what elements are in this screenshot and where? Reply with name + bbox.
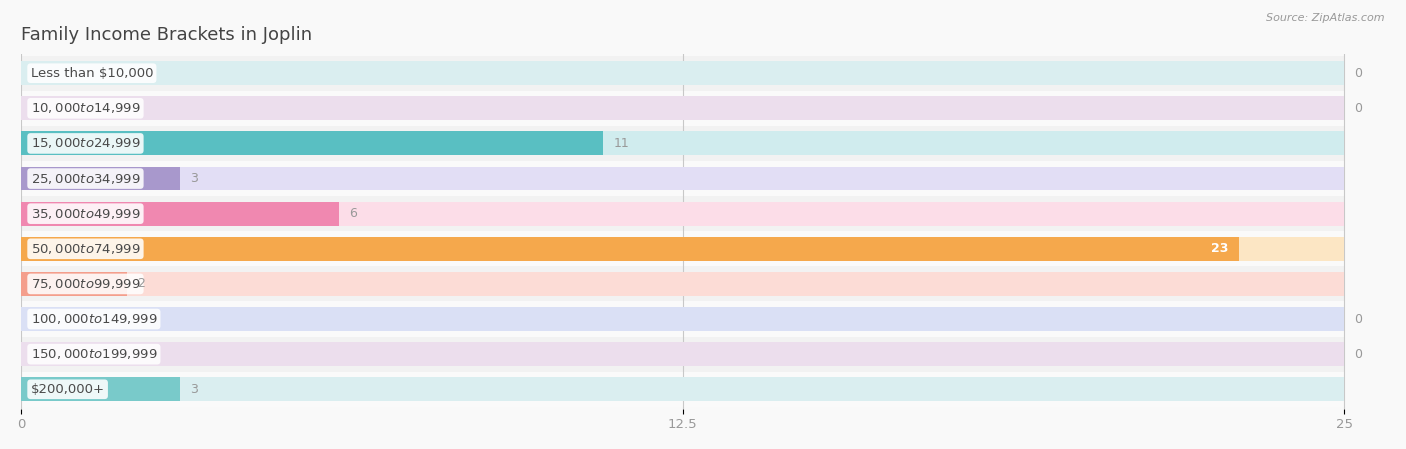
Text: Family Income Brackets in Joplin: Family Income Brackets in Joplin: [21, 26, 312, 44]
Text: $50,000 to $74,999: $50,000 to $74,999: [31, 242, 141, 256]
Text: 11: 11: [614, 137, 630, 150]
Bar: [21, 196, 1344, 231]
Text: Less than $10,000: Less than $10,000: [31, 67, 153, 79]
Bar: [21, 301, 1344, 337]
Bar: [21, 167, 180, 190]
Bar: [21, 237, 1344, 261]
Text: 2: 2: [138, 277, 145, 291]
Bar: [21, 126, 1344, 161]
Bar: [21, 272, 1344, 296]
Text: $200,000+: $200,000+: [31, 383, 104, 396]
Bar: [21, 307, 1344, 331]
Bar: [21, 202, 339, 225]
Bar: [21, 161, 1344, 196]
Bar: [21, 272, 127, 296]
Bar: [21, 167, 1344, 190]
Bar: [21, 202, 1344, 225]
Text: $100,000 to $149,999: $100,000 to $149,999: [31, 312, 157, 326]
Bar: [21, 372, 1344, 407]
Bar: [21, 237, 1239, 261]
Bar: [21, 342, 1344, 366]
Bar: [21, 266, 1344, 301]
Bar: [21, 97, 1344, 120]
Bar: [21, 132, 603, 155]
Bar: [21, 377, 1344, 401]
Text: 0: 0: [1354, 67, 1362, 79]
Text: 0: 0: [1354, 102, 1362, 115]
Text: 0: 0: [1354, 313, 1362, 326]
Text: $10,000 to $14,999: $10,000 to $14,999: [31, 101, 141, 115]
Text: $75,000 to $99,999: $75,000 to $99,999: [31, 277, 141, 291]
Text: 0: 0: [1354, 348, 1362, 361]
Bar: [21, 377, 180, 401]
Bar: [21, 132, 1344, 155]
Bar: [21, 56, 1344, 91]
Text: 3: 3: [190, 172, 198, 185]
Bar: [21, 231, 1344, 266]
Bar: [21, 61, 1344, 85]
Text: 6: 6: [349, 207, 357, 220]
Text: 3: 3: [190, 383, 198, 396]
Text: 23: 23: [1211, 242, 1227, 255]
Bar: [21, 91, 1344, 126]
Text: $25,000 to $34,999: $25,000 to $34,999: [31, 172, 141, 185]
Bar: [21, 337, 1344, 372]
Text: $35,000 to $49,999: $35,000 to $49,999: [31, 207, 141, 220]
Text: $150,000 to $199,999: $150,000 to $199,999: [31, 347, 157, 361]
Text: Source: ZipAtlas.com: Source: ZipAtlas.com: [1267, 13, 1385, 23]
Text: $15,000 to $24,999: $15,000 to $24,999: [31, 136, 141, 150]
